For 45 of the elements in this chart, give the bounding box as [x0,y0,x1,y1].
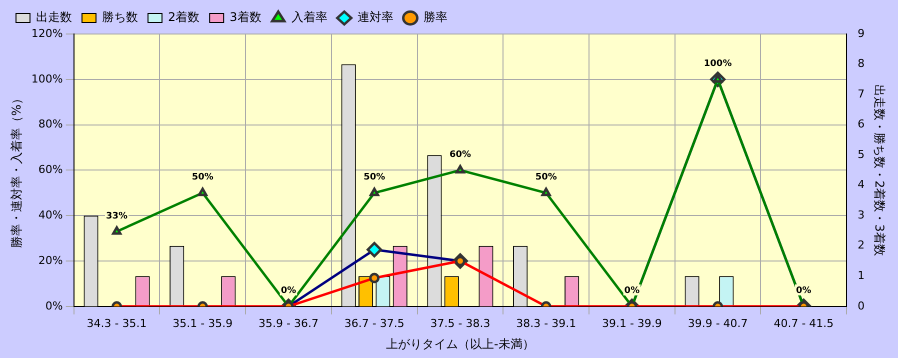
y-tick-label: 80% [38,118,63,131]
y-tick-label: 0% [45,299,63,312]
x-tick-label: 35.9 - 36.7 [258,316,318,330]
data-label: 50% [535,172,557,183]
y2-tick-label: 9 [858,26,865,40]
y-axis-title: 勝率・連対率・入着率（%） [9,92,24,248]
data-label: 0% [796,286,812,296]
x-tick-label: 39.1 - 39.9 [602,316,662,330]
y-tick-label: 120% [31,26,63,40]
y2-tick-label: 0 [858,299,865,312]
data-label: 100% [704,59,732,70]
legend-label: 勝ち数 [102,10,138,24]
y2-tick-label: 2 [858,238,865,252]
data-label: 0% [280,286,296,296]
legend-label: 連対率 [357,10,394,24]
y2-tick-label: 4 [858,178,865,192]
y2-tick-label: 6 [858,118,865,131]
data-label: 33% [106,211,128,222]
legend-label: 2着数 [168,10,200,24]
y2-tick-label: 1 [858,268,865,282]
y2-axis-title: 出走数・勝ち数・2着数・3着数 [872,84,887,256]
x-tick-label: 36.7 - 37.5 [344,316,404,330]
y2-tick-label: 5 [858,148,865,161]
x-axis-title: 上がりタイム（以上-未満） [386,336,534,351]
legend-label: 出走数 [36,10,72,24]
x-tick-label: 40.7 - 41.5 [774,316,834,330]
y-tick-label: 60% [38,163,63,176]
legend-label: 3着数 [230,10,262,24]
y-tick-label: 20% [38,254,63,267]
y-tick-label: 40% [38,208,63,222]
data-label: 0% [624,286,640,296]
y2-tick-label: 8 [858,57,865,70]
x-tick-label: 34.3 - 35.1 [86,316,147,330]
data-label: 60% [449,150,471,160]
legend-label: 入着率 [291,10,328,24]
x-tick-label: 38.3 - 39.1 [516,316,576,330]
x-tick-label: 35.1 - 35.9 [172,316,233,330]
y2-tick-label: 7 [858,87,865,100]
y2-tick-label: 3 [858,208,865,222]
data-label: 50% [192,172,214,183]
data-label: 50% [364,172,386,183]
x-tick-label: 37.5 - 38.3 [430,316,490,330]
y-tick-label: 100% [31,72,63,86]
legend-label: 勝率 [423,10,448,24]
x-tick-label: 39.9 - 40.7 [688,316,748,330]
